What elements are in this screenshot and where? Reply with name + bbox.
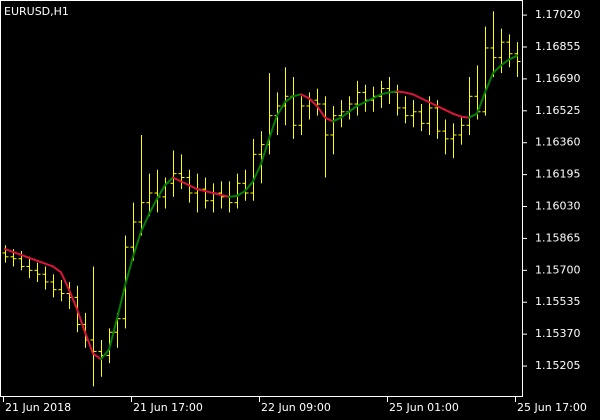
y-tick-label: 1.16690 — [535, 72, 581, 85]
moving-average-segment — [12, 250, 22, 256]
moving-average-segment — [212, 191, 222, 196]
x-tick-label: 21 Jun 17:00 — [133, 401, 203, 414]
moving-average-segment — [436, 104, 446, 111]
moving-average-segment — [492, 64, 502, 75]
moving-average-segment — [500, 58, 510, 67]
y-tick-label: 1.16360 — [535, 136, 581, 149]
moving-average-segment — [396, 90, 406, 94]
moving-average-segment — [60, 271, 70, 291]
moving-average-segment — [308, 97, 318, 107]
moving-average-segment — [172, 176, 182, 183]
moving-average-segment — [92, 352, 102, 361]
y-tick-label: 1.16525 — [535, 104, 581, 117]
moving-average-segment — [380, 91, 390, 96]
moving-average-segment — [268, 114, 278, 140]
moving-average-segment — [260, 137, 270, 165]
moving-average-segment — [140, 213, 150, 233]
y-tick-label: 1.15700 — [535, 263, 581, 276]
moving-average-segment — [36, 259, 46, 265]
moving-average-segment — [300, 93, 310, 100]
moving-average-segment — [180, 180, 190, 187]
moving-average-segment — [508, 54, 518, 61]
moving-average-segment — [428, 101, 438, 107]
moving-average-segment — [4, 248, 14, 253]
y-tick-label: 1.17020 — [535, 8, 581, 21]
moving-average-segment — [228, 194, 238, 198]
moving-average-segment — [292, 93, 302, 98]
moving-average-segment — [28, 256, 38, 262]
moving-average-segment — [76, 308, 86, 334]
y-tick-label: 1.15205 — [535, 359, 581, 372]
moving-average-segment — [476, 91, 486, 115]
moving-average-segment — [324, 116, 334, 123]
moving-average-segment — [244, 180, 254, 193]
moving-average-segment — [204, 190, 214, 194]
moving-average-segment — [388, 90, 398, 94]
moving-average-segment — [468, 112, 478, 119]
plot-frame — [0, 0, 523, 397]
moving-average-segment — [148, 197, 158, 216]
moving-average-segment — [44, 262, 54, 268]
x-tick-label: 25 Jun 01:00 — [389, 401, 459, 414]
x-tick-label: 22 Jun 09:00 — [261, 401, 331, 414]
moving-average-segment — [20, 253, 30, 259]
moving-average-segment — [188, 184, 198, 191]
moving-average-segment — [316, 104, 326, 119]
moving-average-segment — [444, 108, 454, 115]
moving-average-segment — [412, 93, 422, 100]
moving-average-segment — [52, 265, 62, 274]
moving-average-segment — [340, 110, 350, 119]
moving-average-segment — [108, 317, 118, 351]
moving-average-segment — [84, 331, 94, 355]
chart-title: EURUSD,H1 — [4, 5, 69, 18]
moving-average-segment — [100, 348, 110, 361]
moving-average-segment — [236, 190, 246, 197]
moving-average-segment — [356, 101, 366, 107]
moving-average-segment — [332, 116, 342, 123]
moving-average-segment — [164, 176, 174, 187]
moving-average-segment — [156, 184, 166, 200]
y-tick-label: 1.16195 — [535, 168, 581, 181]
moving-average-segment — [404, 91, 414, 96]
moving-average-segment — [132, 230, 142, 258]
moving-average-segment — [124, 255, 134, 287]
moving-average-segment — [420, 97, 430, 104]
moving-average-segment — [276, 101, 286, 117]
x-tick-label: 21 Jun 2018 — [5, 401, 71, 414]
moving-average-segment — [252, 162, 262, 183]
moving-average-segment — [348, 104, 358, 113]
moving-average-segment — [484, 72, 494, 94]
moving-average-segment — [284, 95, 294, 104]
moving-average-segment — [372, 93, 382, 100]
y-tick-label: 1.15535 — [535, 295, 581, 308]
moving-average-segment — [452, 112, 462, 118]
y-tick-label: 1.15370 — [535, 327, 581, 340]
y-tick-label: 1.16030 — [535, 200, 581, 213]
moving-average-segment — [460, 115, 470, 119]
moving-average-segment — [364, 97, 374, 104]
x-tick-label: 25 Jun 17:00 — [517, 401, 587, 414]
moving-average-segment — [68, 288, 78, 311]
y-tick-label: 1.15865 — [535, 231, 581, 244]
y-tick-label: 1.16855 — [535, 40, 581, 53]
moving-average-segment — [196, 188, 206, 193]
moving-average-segment — [116, 284, 126, 320]
moving-average-segment — [220, 193, 230, 198]
